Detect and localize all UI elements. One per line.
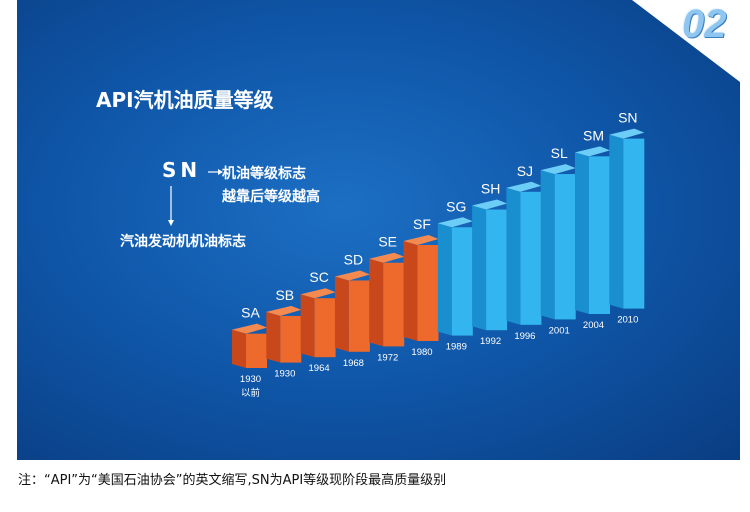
legend-line3: 汽油发动机机油标志 — [120, 234, 246, 250]
bar-sb: SB 1930 — [266, 287, 302, 380]
legend-line2: 越靠后等级越高 — [222, 189, 320, 205]
bar-sl: SL 2001 — [540, 145, 576, 336]
bar-label: SA — [241, 305, 260, 321]
year-label: 1968 — [343, 358, 364, 369]
bar-label: SC — [309, 269, 328, 285]
page-title: API汽机油质量等级 — [96, 88, 274, 112]
bar-sf: SF 1980 — [403, 216, 439, 358]
year-label: 1964 — [309, 363, 330, 374]
bar-se: SE 1972 — [369, 234, 405, 363]
year-label: 1972 — [377, 352, 398, 363]
year-label: 以前 — [241, 387, 260, 399]
year-label: 2010 — [617, 315, 638, 326]
bar-sh: SH 1992 — [472, 181, 508, 347]
bar-label: SD — [344, 251, 363, 267]
year-label: 1992 — [480, 336, 501, 347]
arrow-right-icon — [208, 169, 223, 175]
bar-sj: SJ 1996 — [506, 163, 542, 342]
bar-sd: SD 1968 — [334, 251, 370, 369]
bar-label: SF — [413, 216, 431, 232]
bar-sn: SN 2010 — [609, 110, 645, 326]
year-label: 1930 — [240, 374, 261, 385]
year-label: 1996 — [514, 331, 535, 342]
bar-label: SN — [618, 110, 637, 126]
bar-label: SG — [446, 198, 466, 214]
bar-sg: SG 1989 — [437, 198, 473, 353]
bar-label: SJ — [517, 163, 533, 179]
arrow-down-icon — [168, 186, 174, 226]
year-label: 1989 — [446, 342, 467, 353]
legend-line1: 机油等级标志 — [222, 166, 306, 182]
bar-label: SE — [378, 234, 397, 250]
bar-sc: SC 1964 — [300, 269, 336, 374]
year-label: 1980 — [411, 347, 432, 358]
year-label: 1930 — [274, 369, 295, 380]
bar-sm: SM 2004 — [575, 127, 610, 331]
page-number-badge: 02 — [682, 2, 727, 46]
grade-example: SN — [162, 158, 202, 182]
year-label: 2001 — [549, 325, 570, 336]
bar-sa: SA 1930 以前 — [232, 305, 267, 399]
bar-label: SH — [481, 181, 500, 197]
bar-label: SL — [551, 145, 568, 161]
year-label: 2004 — [583, 320, 604, 331]
bar-label: SM — [583, 127, 604, 143]
bar-label: SB — [275, 287, 294, 303]
footnote: 注：“API”为“美国石油协会”的英文缩写,SN为API等级现阶段最高质量级别 — [18, 473, 447, 488]
